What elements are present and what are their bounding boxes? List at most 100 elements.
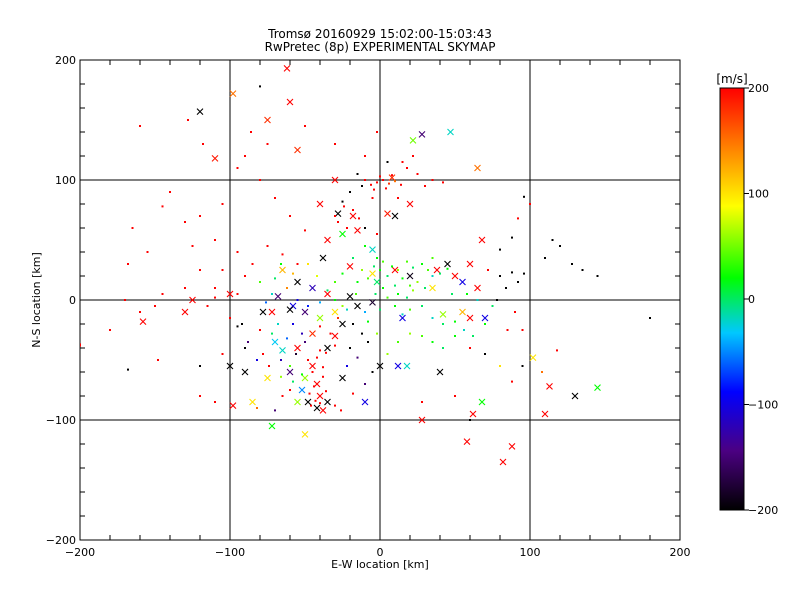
dot-point xyxy=(199,215,201,217)
x-marker-point xyxy=(459,278,466,286)
dot-point xyxy=(154,305,156,307)
dot-point xyxy=(487,269,489,271)
dot-point xyxy=(292,323,294,325)
dot-point xyxy=(386,275,389,277)
dot-point xyxy=(361,269,363,271)
dot-point xyxy=(266,143,269,145)
chart-subtitle: RwPretec (8p) EXPERIMENTAL SKYMAP xyxy=(265,40,496,54)
dot-point xyxy=(199,365,201,367)
dot-point xyxy=(517,217,519,220)
dot-point xyxy=(406,296,408,299)
dot-point xyxy=(337,317,339,319)
dot-point xyxy=(316,356,318,359)
dot-point xyxy=(491,305,494,307)
x-marker-point xyxy=(324,344,331,352)
axis-ticks xyxy=(80,60,680,540)
x-marker-point xyxy=(384,210,391,217)
dot-point xyxy=(322,375,324,378)
y-axis-label: N-S location [km] xyxy=(30,252,43,348)
x-tick-label: 0 xyxy=(377,546,384,559)
dot-point xyxy=(523,272,525,275)
dot-point xyxy=(319,325,321,328)
dot-point xyxy=(221,269,224,271)
dot-point xyxy=(236,293,239,295)
dot-point xyxy=(412,289,414,292)
x-marker-point xyxy=(316,200,324,208)
x-marker-point xyxy=(508,443,516,450)
dot-point xyxy=(334,404,336,407)
dot-point xyxy=(271,332,273,335)
x-marker-point xyxy=(478,398,486,406)
dot-point xyxy=(184,221,186,223)
dot-point xyxy=(334,344,336,347)
x-marker-point xyxy=(466,260,474,268)
dot-point xyxy=(214,239,216,241)
dot-point xyxy=(506,329,509,331)
dot-point xyxy=(581,269,584,271)
x-marker-point xyxy=(304,398,312,406)
dot-point xyxy=(386,353,389,355)
dot-point xyxy=(511,380,513,383)
dot-point xyxy=(307,263,309,265)
dot-point xyxy=(199,395,201,397)
dot-point xyxy=(416,281,419,283)
x-marker-point xyxy=(373,278,381,286)
dot-point xyxy=(469,419,471,421)
dot-point xyxy=(157,359,159,361)
dot-point xyxy=(361,185,363,187)
dot-point xyxy=(236,325,239,328)
dot-point xyxy=(373,265,375,268)
x-marker-point xyxy=(279,347,286,354)
dot-point xyxy=(409,308,411,311)
dot-point xyxy=(352,257,354,259)
dot-point xyxy=(442,323,444,325)
dot-point xyxy=(401,313,404,316)
dot-point xyxy=(313,385,315,388)
colorbar-ticks: 200 100 0 −100 −200 xyxy=(744,82,778,517)
dot-point xyxy=(289,389,291,391)
dot-point xyxy=(244,347,246,349)
dot-point xyxy=(280,375,282,378)
dot-point xyxy=(329,332,332,335)
x-marker-point xyxy=(316,392,324,400)
dot-point xyxy=(499,248,501,251)
x-marker-point xyxy=(433,266,441,274)
dot-point xyxy=(484,323,486,325)
dot-point xyxy=(343,205,345,208)
dot-point xyxy=(259,281,261,283)
x-marker-point xyxy=(481,314,489,322)
dot-point xyxy=(244,155,246,157)
x-marker-point xyxy=(286,368,294,376)
x-marker-point xyxy=(319,407,327,414)
x-marker-point xyxy=(594,384,601,391)
x-marker-point xyxy=(391,212,399,220)
dot-point xyxy=(271,293,273,295)
dot-point xyxy=(376,131,378,133)
dot-point xyxy=(146,251,149,253)
dot-point xyxy=(439,272,441,275)
x-marker-point xyxy=(409,137,417,144)
dot-point xyxy=(382,179,384,181)
dot-point xyxy=(517,281,519,283)
x-marker-point xyxy=(388,174,396,181)
dot-point xyxy=(427,269,429,271)
dot-point xyxy=(307,359,309,361)
x-tick-labels: −200 −100 0 100 200 xyxy=(65,546,691,559)
x-marker-point xyxy=(541,410,549,418)
dot-point xyxy=(307,305,309,307)
dot-point xyxy=(266,245,269,247)
dot-point xyxy=(484,353,486,355)
dot-point xyxy=(421,305,423,307)
dot-point xyxy=(202,143,204,145)
dot-point xyxy=(367,320,369,323)
dot-point xyxy=(301,332,303,335)
x-marker-point xyxy=(406,272,414,280)
x-marker-point xyxy=(394,362,402,370)
dot-point xyxy=(412,266,414,269)
dot-point xyxy=(325,351,327,354)
dot-point xyxy=(544,257,546,259)
dot-point xyxy=(301,373,303,376)
dot-point xyxy=(400,183,402,186)
dot-point xyxy=(191,245,194,247)
dot-point xyxy=(356,173,359,175)
